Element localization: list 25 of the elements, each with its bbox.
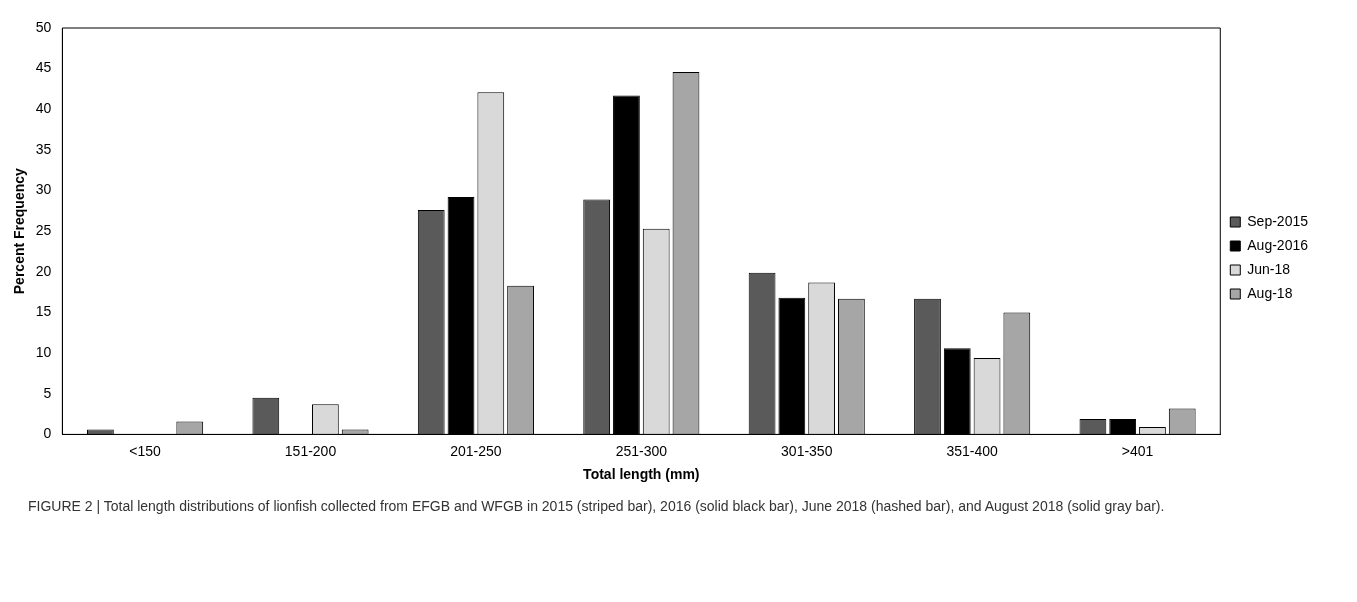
x-axis-title: Total length (mm) <box>583 466 700 483</box>
y-axis-title: Percent Frequency <box>11 167 28 295</box>
y-tick-label: 10 <box>35 343 52 360</box>
y-tick-label: 0 <box>43 425 52 442</box>
y-tick-label: 20 <box>35 262 52 279</box>
y-tick-label: 25 <box>35 222 52 239</box>
caption: FIGURE 2 | Total length distributions of lionfish collected from EFGB and WFGB in 2015 (striped bar), 2016 (solid black bar), June 2018 (hashed bar), and August 2018 (solid gray bar). <box>28 498 1166 514</box>
legend-label: Aug-18 <box>1247 284 1293 301</box>
legend-label: Jun-18 <box>1247 260 1291 277</box>
x-tick-label: <150 <box>129 442 162 459</box>
x-tick-label: 351-400 <box>946 442 999 459</box>
x-tick-label: >401 <box>1121 442 1154 459</box>
x-tick-label: 151-200 <box>284 442 337 459</box>
y-tick-label: 50 <box>35 18 52 35</box>
y-tick-label: 5 <box>43 384 52 401</box>
x-tick-label: 251-300 <box>615 442 668 459</box>
y-tick-label: 35 <box>35 140 52 157</box>
x-tick-label: 201-250 <box>450 442 502 459</box>
y-tick-label: 15 <box>35 303 52 320</box>
legend-label: Sep-2015 <box>1247 212 1309 229</box>
x-tick-label: 301-350 <box>781 442 833 459</box>
legend-label: Aug-2016 <box>1247 236 1309 253</box>
y-tick-label: 40 <box>35 100 52 117</box>
y-tick-label: 45 <box>35 59 52 76</box>
y-tick-label: 30 <box>35 181 52 198</box>
